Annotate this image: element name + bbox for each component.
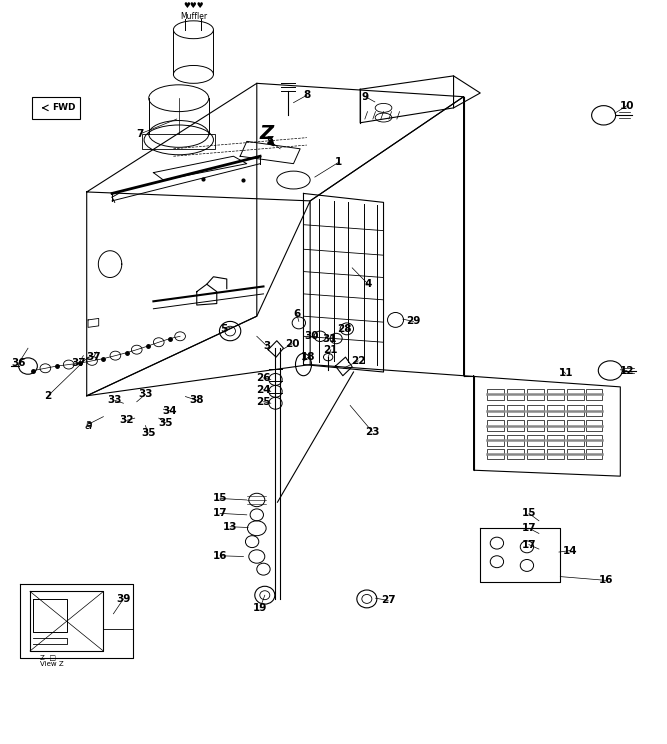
Text: 36: 36 bbox=[11, 358, 26, 368]
Bar bbox=[586, 449, 602, 459]
Text: 19: 19 bbox=[253, 603, 267, 613]
Bar bbox=[507, 449, 524, 459]
Text: 7: 7 bbox=[136, 129, 144, 139]
Text: 22: 22 bbox=[351, 356, 366, 366]
Bar bbox=[487, 420, 504, 431]
Text: Z  □
View Z: Z □ View Z bbox=[40, 654, 64, 667]
Text: 28: 28 bbox=[338, 324, 352, 334]
Text: 30: 30 bbox=[304, 331, 319, 341]
FancyBboxPatch shape bbox=[32, 97, 80, 119]
Text: 26: 26 bbox=[256, 373, 271, 383]
Bar bbox=[507, 435, 524, 446]
Text: 33: 33 bbox=[138, 389, 153, 400]
Bar bbox=[487, 405, 504, 416]
Text: 14: 14 bbox=[563, 545, 578, 556]
Bar bbox=[586, 405, 602, 416]
Text: 35: 35 bbox=[158, 417, 173, 428]
Text: 3: 3 bbox=[263, 341, 270, 351]
Bar bbox=[567, 435, 584, 446]
Text: Z: Z bbox=[267, 136, 273, 147]
Text: 37: 37 bbox=[71, 358, 86, 368]
Bar bbox=[527, 420, 544, 431]
Bar bbox=[586, 389, 602, 400]
Text: 39: 39 bbox=[116, 594, 131, 604]
Bar bbox=[567, 405, 584, 416]
Text: 20: 20 bbox=[285, 339, 299, 349]
Text: a: a bbox=[85, 419, 93, 432]
Text: 31: 31 bbox=[322, 333, 337, 344]
Text: Z: Z bbox=[259, 124, 274, 144]
Bar bbox=[527, 449, 544, 459]
Text: ♥♥♥
Muffler: ♥♥♥ Muffler bbox=[180, 1, 207, 21]
Bar bbox=[487, 435, 504, 446]
Bar bbox=[567, 449, 584, 459]
Bar bbox=[507, 420, 524, 431]
Bar bbox=[586, 435, 602, 446]
Bar bbox=[487, 389, 504, 400]
Text: 16: 16 bbox=[598, 575, 613, 586]
Text: FWD: FWD bbox=[52, 103, 76, 112]
Text: 23: 23 bbox=[365, 426, 380, 437]
Bar bbox=[547, 435, 564, 446]
Text: 34: 34 bbox=[163, 405, 177, 416]
Bar bbox=[527, 405, 544, 416]
Text: 13: 13 bbox=[223, 522, 237, 532]
Text: 29: 29 bbox=[406, 316, 421, 327]
Text: a: a bbox=[85, 419, 92, 429]
Text: 15: 15 bbox=[213, 493, 227, 504]
Bar bbox=[547, 389, 564, 400]
Bar bbox=[567, 389, 584, 400]
Text: 24: 24 bbox=[256, 385, 271, 395]
Bar bbox=[527, 389, 544, 400]
Text: 17: 17 bbox=[213, 508, 227, 519]
Text: 11: 11 bbox=[558, 368, 573, 379]
Text: 21: 21 bbox=[323, 344, 338, 355]
Text: 38: 38 bbox=[189, 395, 204, 405]
Text: 35: 35 bbox=[141, 428, 155, 438]
Text: 17: 17 bbox=[522, 539, 536, 550]
Text: 8: 8 bbox=[303, 90, 310, 100]
Text: 37: 37 bbox=[86, 352, 101, 362]
Text: 6: 6 bbox=[293, 309, 300, 319]
Text: 1: 1 bbox=[336, 157, 342, 167]
Text: 10: 10 bbox=[620, 100, 634, 111]
Text: 17: 17 bbox=[522, 523, 536, 533]
Text: 12: 12 bbox=[620, 365, 634, 376]
Bar bbox=[142, 134, 215, 149]
Bar bbox=[507, 389, 524, 400]
Text: 15: 15 bbox=[522, 508, 536, 519]
Bar bbox=[547, 405, 564, 416]
Bar bbox=[507, 405, 524, 416]
Bar bbox=[547, 420, 564, 431]
Text: 27: 27 bbox=[381, 595, 396, 606]
Bar bbox=[527, 435, 544, 446]
Text: 4: 4 bbox=[364, 279, 372, 289]
Text: 5: 5 bbox=[221, 324, 227, 334]
Text: 33: 33 bbox=[107, 395, 122, 405]
Bar bbox=[487, 449, 504, 459]
Text: 18: 18 bbox=[301, 352, 315, 362]
Bar bbox=[567, 420, 584, 431]
Text: 16: 16 bbox=[213, 551, 227, 561]
Bar bbox=[586, 420, 602, 431]
Bar bbox=[547, 449, 564, 459]
Text: 25: 25 bbox=[256, 397, 271, 407]
Text: 2: 2 bbox=[45, 391, 51, 401]
Text: 9: 9 bbox=[362, 92, 369, 102]
Text: 32: 32 bbox=[119, 415, 134, 426]
